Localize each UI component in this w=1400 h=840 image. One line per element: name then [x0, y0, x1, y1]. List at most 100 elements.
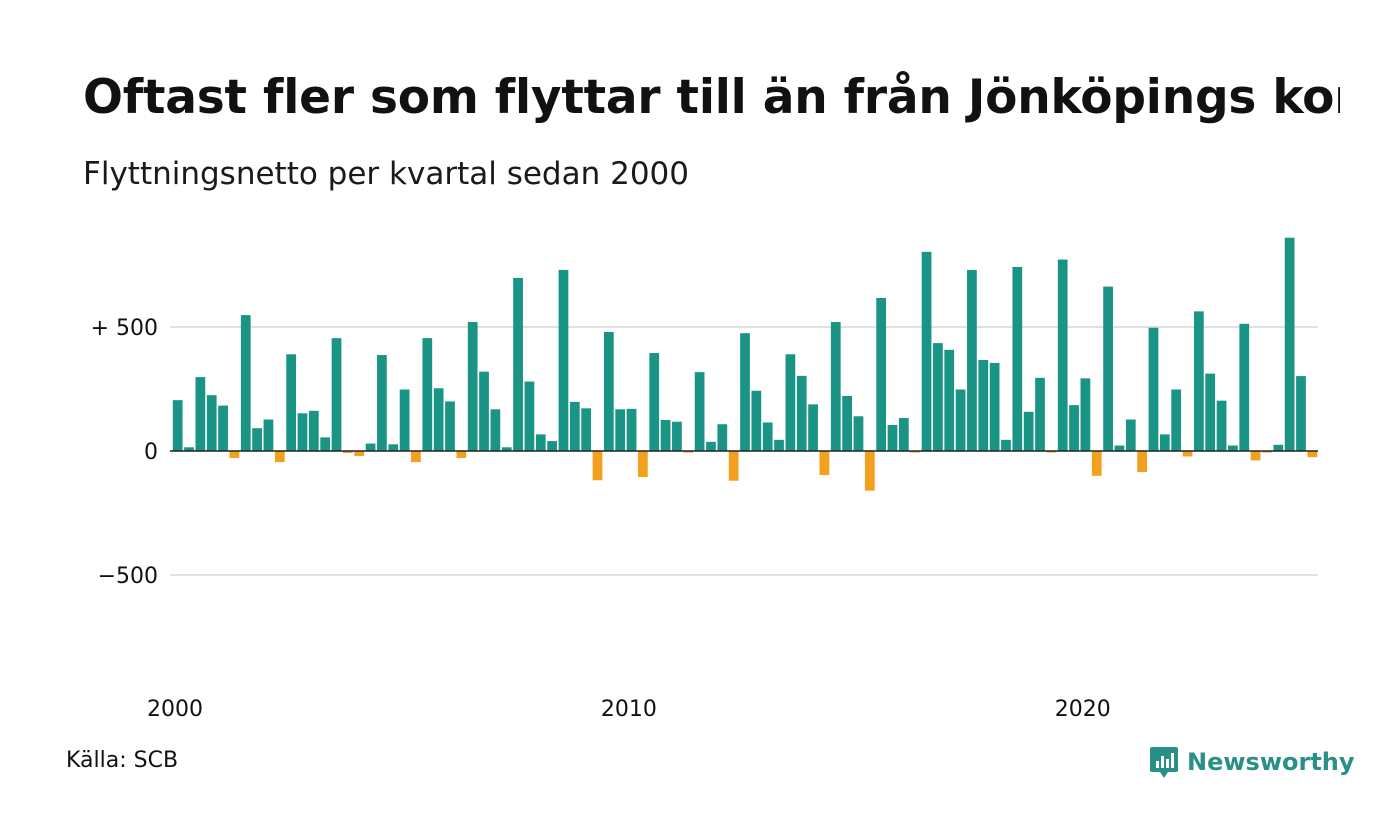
bar [456, 451, 467, 458]
bar [853, 416, 864, 451]
bar [1159, 434, 1170, 451]
bar [490, 409, 501, 451]
bar [921, 251, 932, 451]
bar [411, 451, 421, 463]
bar [1216, 400, 1227, 451]
bar [808, 404, 818, 451]
bar [184, 447, 194, 451]
y-tick-label: −500 [98, 564, 158, 589]
bar [842, 395, 852, 451]
bar [1205, 373, 1216, 451]
bar [944, 349, 955, 451]
bar [887, 424, 898, 451]
bar [1012, 266, 1023, 451]
bar [274, 451, 285, 463]
bar [467, 322, 478, 451]
newsworthy-icon [1150, 747, 1178, 778]
bar [501, 447, 512, 451]
bar [728, 451, 739, 481]
bar [603, 331, 614, 451]
bar [774, 439, 784, 451]
bar [388, 444, 399, 451]
source-note: Källa: SCB [66, 748, 179, 773]
bar [1228, 445, 1238, 451]
bar [1091, 451, 1102, 476]
bar [569, 401, 580, 451]
bar [433, 388, 444, 451]
bar [252, 428, 262, 451]
bar [581, 408, 592, 451]
bar [297, 413, 308, 451]
bar [796, 375, 807, 451]
x-tick-label: 2000 [147, 697, 203, 722]
bar [649, 353, 660, 451]
bar [535, 434, 546, 451]
bar [1103, 286, 1113, 451]
bar [320, 437, 331, 451]
bar [717, 424, 728, 451]
bar [762, 422, 773, 451]
bar [694, 372, 705, 451]
bar [751, 390, 762, 451]
bar [1296, 376, 1306, 451]
bar [331, 338, 342, 451]
bar [978, 359, 989, 451]
bar [933, 343, 943, 451]
bar [263, 419, 274, 451]
bar [592, 451, 603, 481]
bar [172, 400, 183, 451]
bar [740, 333, 750, 451]
bar [638, 451, 648, 478]
y-tick-label: 0 [144, 440, 158, 465]
bar [1057, 259, 1068, 451]
bar [1114, 445, 1125, 451]
bar [1182, 451, 1193, 457]
bar [967, 269, 977, 451]
bar [989, 362, 1000, 451]
brand-name: Newsworthy [1187, 748, 1355, 776]
bar [422, 338, 433, 451]
bar [513, 277, 523, 451]
bar [1171, 389, 1182, 451]
bar [1284, 237, 1295, 451]
bar [206, 395, 217, 451]
bar [955, 389, 966, 451]
bar [377, 355, 387, 451]
bar [672, 421, 682, 451]
bar [626, 408, 637, 451]
bar [1307, 451, 1318, 458]
bar [819, 451, 830, 476]
bar [864, 451, 875, 491]
bar [785, 354, 796, 451]
bar [1273, 444, 1284, 451]
chart-title: Oftast fler som flyttar till än från Jön… [83, 70, 1340, 125]
bar [1137, 451, 1148, 473]
bar [1250, 451, 1261, 461]
bar [399, 389, 410, 451]
bar [1069, 405, 1079, 451]
bar [1001, 439, 1011, 451]
bar [1193, 311, 1204, 451]
brand-logo: Newsworthy [1149, 744, 1355, 780]
bar [365, 443, 376, 451]
bar [229, 451, 240, 458]
bar [445, 401, 455, 451]
bar [1148, 327, 1159, 451]
bar [898, 418, 909, 451]
bar [1125, 419, 1136, 451]
bar [524, 381, 535, 451]
bar [308, 410, 319, 451]
bar [615, 409, 626, 451]
bar [240, 315, 251, 451]
bar [547, 441, 557, 451]
bar [558, 269, 569, 451]
bar [876, 297, 887, 451]
bar [706, 441, 716, 451]
bar [1023, 411, 1034, 451]
y-tick-label: + 500 [91, 316, 158, 341]
bar [1080, 378, 1091, 451]
bar [354, 451, 365, 456]
chart-subtitle: Flyttningsnetto per kvartal sedan 2000 [83, 156, 689, 192]
bar [218, 405, 228, 451]
